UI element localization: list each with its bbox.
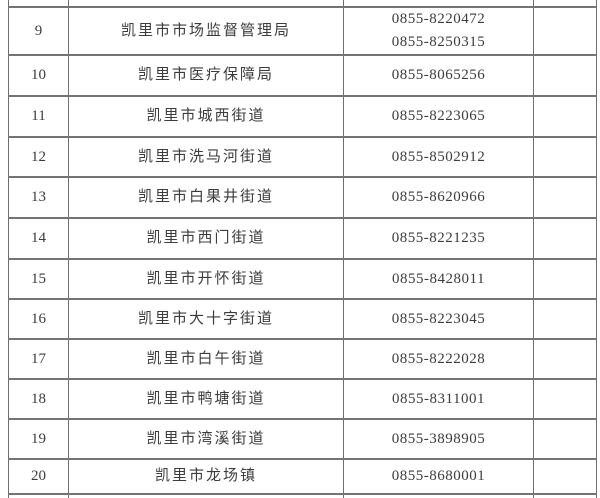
org-name-cell: 凯里市龙场镇 <box>68 459 344 495</box>
row-index-cell: 13 <box>8 177 69 219</box>
partial-row-bottom <box>8 494 597 498</box>
empty-cell <box>533 96 597 138</box>
phone-cell: 0855-8620966 <box>343 177 534 219</box>
table-row: 15 凯里市开怀街道 0855-8428011 <box>8 259 597 300</box>
table-row: 19 凯里市湾溪街道 0855-3898905 <box>8 419 597 460</box>
empty-cell <box>533 379 597 420</box>
org-name-cell: 凯里市鸭塘街道 <box>68 379 344 420</box>
phone-number: 0855-3898905 <box>391 430 486 447</box>
phone-cell: 0855-8680001 <box>343 459 534 495</box>
org-name-cell <box>68 0 344 8</box>
org-name-cell: 凯里市开怀街道 <box>68 259 344 300</box>
empty-cell <box>533 259 597 300</box>
table-row: 13 凯里市白果井街道 0855-8620966 <box>8 177 597 219</box>
empty-cell <box>533 55 597 97</box>
row-index-cell: 20 <box>8 459 69 495</box>
table-row: 17 凯里市白午街道 0855-8222028 <box>8 339 597 380</box>
org-name-cell: 凯里市城西街道 <box>68 96 344 138</box>
contact-table-body: 9 凯里市市场监督管理局 0855-8220472 0855-8250315 10 凯里市… <box>8 0 597 498</box>
row-index-cell: 9 <box>8 7 69 56</box>
empty-cell <box>533 494 597 498</box>
empty-cell <box>533 137 597 178</box>
table-row: 10 凯里市医疗保障局 0855-8065256 <box>8 55 597 97</box>
phone-cell: 0855-8428011 <box>343 259 534 300</box>
phone-cell: 0855-8223045 <box>343 299 534 340</box>
phone-number: 0855-8250315 <box>391 34 486 50</box>
phone-number: 0855-8311001 <box>392 390 485 407</box>
org-name-cell: 凯里市洗马河街道 <box>68 137 344 178</box>
empty-cell <box>533 419 597 460</box>
org-name-cell: 凯里市西门街道 <box>68 218 344 260</box>
table-row: 18 凯里市鸭塘街道 0855-8311001 <box>8 379 597 420</box>
empty-cell <box>533 0 597 8</box>
phone-number: 0855-8428011 <box>392 270 485 287</box>
phone-number: 0855-8220472 <box>391 11 486 27</box>
empty-cell <box>533 218 597 260</box>
org-name-cell: 凯里市市场监督管理局 <box>68 7 344 56</box>
phone-number: 0855-8223045 <box>391 310 486 327</box>
phone-cell: 0855-8222028 <box>343 339 534 380</box>
empty-cell <box>533 459 597 495</box>
table-row: 9 凯里市市场监督管理局 0855-8220472 0855-8250315 <box>8 7 597 56</box>
phone-cell: 0855-8220472 0855-8250315 <box>343 7 534 56</box>
row-index-cell: 18 <box>8 379 69 420</box>
table-row: 16 凯里市大十字街道 0855-8223045 <box>8 299 597 340</box>
row-index-cell: 10 <box>8 55 69 97</box>
org-name-cell: 凯里市白果井街道 <box>68 177 344 219</box>
org-name-cell <box>68 494 344 498</box>
org-name-cell: 凯里市湾溪街道 <box>68 419 344 460</box>
row-index-cell: 12 <box>8 137 69 178</box>
row-index-cell: 14 <box>8 218 69 260</box>
phone-cell: 0855-8065256 <box>343 55 534 97</box>
phone-number: 0855-8221235 <box>391 230 486 246</box>
phone-cell: 0855-8221235 <box>343 218 534 260</box>
row-index-cell: 17 <box>8 339 69 380</box>
table-row: 12 凯里市洗马河街道 0855-8502912 <box>8 137 597 178</box>
phone-cell: 0855-8311001 <box>343 379 534 420</box>
row-index-cell <box>8 494 69 498</box>
org-name-cell: 凯里市白午街道 <box>68 339 344 380</box>
phone-number: 0855-8680001 <box>391 468 486 484</box>
empty-cell <box>533 339 597 380</box>
empty-cell <box>533 299 597 340</box>
org-name-cell: 凯里市大十字街道 <box>68 299 344 340</box>
phone-cell: 0855-3898905 <box>343 419 534 460</box>
phone-cell <box>343 494 534 498</box>
phone-cell: 0855-8502912 <box>343 137 534 178</box>
row-index-cell: 11 <box>8 96 69 138</box>
phone-number: 0855-8223065 <box>391 108 486 124</box>
phone-number: 0855-8620966 <box>391 189 486 205</box>
phone-cell: 0855-8223065 <box>343 96 534 138</box>
phone-number: 0855-8222028 <box>391 350 486 367</box>
org-name-cell: 凯里市医疗保障局 <box>68 55 344 97</box>
contact-table: 9 凯里市市场监督管理局 0855-8220472 0855-8250315 10 凯里市… <box>8 0 597 498</box>
row-index-cell: 15 <box>8 259 69 300</box>
partial-row-top <box>8 0 597 8</box>
row-index-cell: 19 <box>8 419 69 460</box>
table-row: 20 凯里市龙场镇 0855-8680001 <box>8 459 597 495</box>
phone-number: 0855-8065256 <box>391 67 486 83</box>
table-row: 14 凯里市西门街道 0855-8221235 <box>8 218 597 260</box>
table-row: 11 凯里市城西街道 0855-8223065 <box>8 96 597 138</box>
phone-cell <box>343 0 534 8</box>
row-index-cell <box>8 0 69 8</box>
empty-cell <box>533 177 597 219</box>
empty-cell <box>533 7 597 56</box>
phone-number: 0855-8502912 <box>391 148 486 165</box>
row-index-cell: 16 <box>8 299 69 340</box>
